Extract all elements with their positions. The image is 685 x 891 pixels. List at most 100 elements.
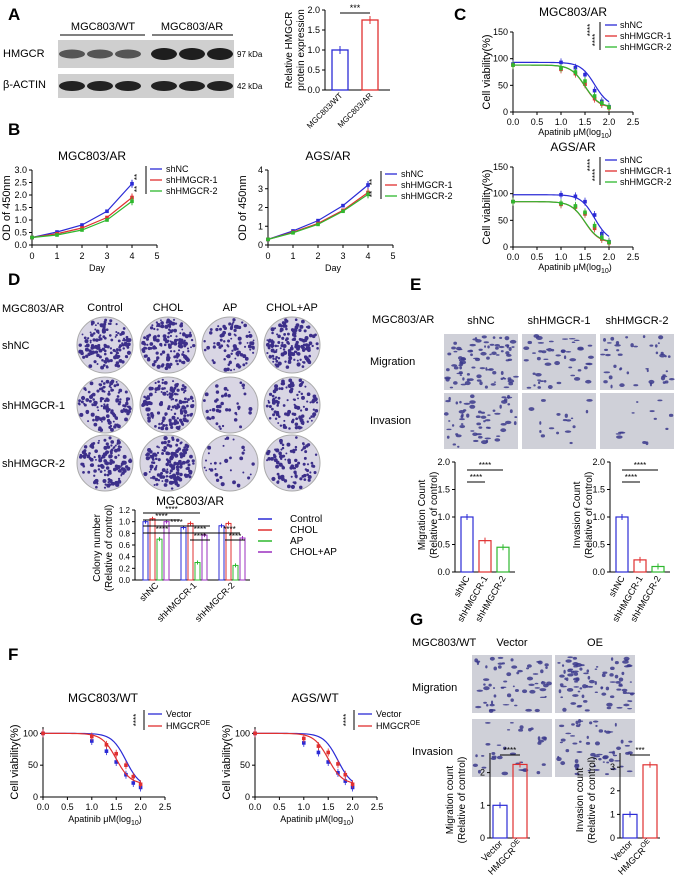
- cell: [573, 377, 581, 381]
- series-line: [267, 193, 369, 240]
- colony: [161, 480, 164, 482]
- cell: [480, 411, 486, 414]
- colony: [147, 456, 151, 460]
- cell: [610, 657, 614, 661]
- y-tick-label: 100: [23, 728, 38, 738]
- cell: [470, 394, 475, 399]
- colony: [210, 462, 212, 465]
- colony: [233, 324, 238, 329]
- cell: [642, 440, 647, 444]
- y-tick-label: 3.0: [14, 165, 27, 175]
- cell: [485, 722, 491, 724]
- colony: [248, 333, 253, 339]
- colony: [92, 332, 96, 335]
- colony: [118, 344, 123, 348]
- cell: [489, 656, 495, 661]
- colony: [230, 352, 233, 356]
- colony: [145, 402, 149, 406]
- cell-line-d: MGC803/AR: [2, 303, 64, 315]
- colony: [154, 477, 159, 482]
- row-label: shHMGCR-2: [2, 458, 65, 470]
- cell: [445, 368, 450, 372]
- sig-label: ****: [223, 525, 235, 534]
- colony: [290, 475, 293, 478]
- cell: [668, 377, 675, 381]
- plate: [201, 376, 259, 434]
- cell: [572, 670, 579, 673]
- sig-label: ****: [586, 24, 595, 36]
- colony: [167, 405, 171, 409]
- colony: [295, 417, 299, 421]
- colony: [312, 464, 316, 468]
- colony: [95, 481, 98, 484]
- colony: [115, 417, 118, 421]
- colony: [278, 451, 282, 456]
- y-axis-label: (Relative of control): [587, 757, 598, 844]
- colony: [218, 425, 221, 428]
- colony: [149, 454, 152, 458]
- colony: [154, 452, 156, 455]
- colony: [165, 475, 169, 478]
- x-tick-label: 1.5: [579, 252, 592, 262]
- colony: [92, 418, 95, 422]
- cell: [585, 741, 591, 745]
- colony: [281, 443, 285, 447]
- cell: [526, 386, 532, 389]
- colony: [95, 458, 97, 461]
- colony: [266, 339, 269, 342]
- cell: [653, 417, 657, 420]
- colony: [114, 335, 117, 338]
- cell: [530, 727, 534, 731]
- colony: [236, 402, 239, 405]
- band-hmgcr: [59, 49, 85, 59]
- colony: [179, 455, 183, 459]
- cell: [492, 336, 496, 339]
- colony: [156, 364, 161, 369]
- colony: [293, 481, 297, 485]
- colony: [290, 383, 295, 388]
- column-label: CHOL: [153, 302, 184, 314]
- cell: [535, 373, 542, 377]
- colony: [313, 471, 317, 475]
- colony: [156, 483, 159, 486]
- colony: [115, 381, 118, 383]
- colony: [227, 393, 231, 398]
- colony: [173, 341, 178, 346]
- colony: [295, 476, 298, 479]
- colony: [298, 378, 303, 383]
- colony: [180, 387, 185, 391]
- colony: [110, 448, 114, 452]
- x-tick-label: 1.5: [322, 802, 335, 812]
- cell: [548, 340, 554, 343]
- colony: [177, 469, 180, 472]
- x-tick-label: 5: [390, 251, 395, 261]
- colony: [272, 357, 275, 360]
- cell: [491, 751, 496, 755]
- colony: [126, 350, 132, 355]
- cell: [626, 692, 631, 694]
- cell: [523, 346, 530, 350]
- cell: [594, 668, 598, 670]
- colony: [99, 417, 103, 421]
- cell: [600, 686, 603, 690]
- colony: [106, 445, 111, 449]
- cell: [560, 696, 564, 699]
- colony: [95, 338, 99, 342]
- colony: [98, 338, 101, 342]
- cell: [485, 743, 491, 746]
- cell: [614, 674, 619, 679]
- colony: [94, 449, 98, 453]
- x-axis-label-sub: 10: [601, 133, 609, 140]
- colony: [211, 407, 216, 412]
- colony: [304, 450, 308, 454]
- colony: [296, 393, 299, 397]
- cell: [506, 693, 512, 698]
- colony: [147, 346, 151, 351]
- cell: [578, 740, 582, 743]
- colony: [84, 347, 89, 352]
- colony: [183, 446, 187, 449]
- colony: [101, 347, 104, 350]
- colony: [179, 344, 184, 349]
- cell: [609, 695, 615, 699]
- cell: [506, 672, 512, 677]
